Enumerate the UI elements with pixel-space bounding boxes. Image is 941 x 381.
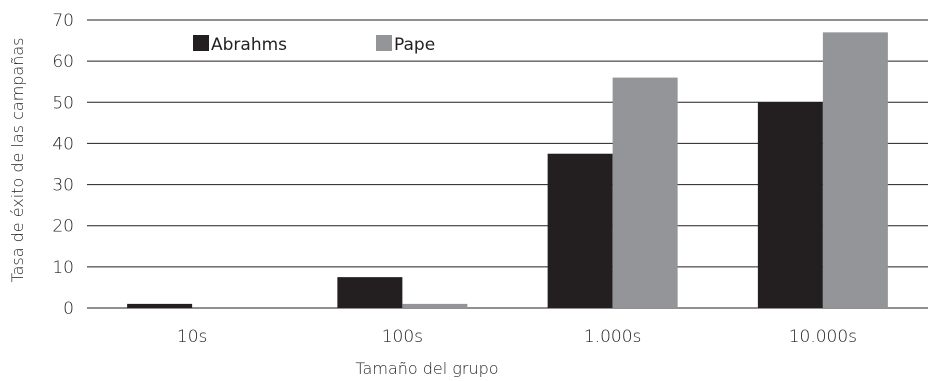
y-tick-label: 40: [52, 134, 74, 154]
y-axis-label: Tasa de éxito de las campañas: [8, 37, 27, 282]
bars: [127, 32, 888, 309]
y-tick-label: 10: [52, 258, 74, 278]
bar-pape: [402, 303, 468, 308]
bar-abrahms: [337, 277, 403, 308]
legend-label-pape: Pape: [394, 35, 435, 55]
legend-swatch-pape: [376, 35, 392, 51]
bar-abrahms: [757, 102, 823, 309]
x-axis-label: Tamaño del grupo: [355, 359, 498, 378]
x-tick-label: 100s: [382, 327, 423, 347]
legend-swatch-abrahms: [193, 35, 209, 51]
legend: Abrahms Pape: [193, 35, 435, 55]
bar-pape: [822, 32, 888, 308]
y-tick-label: 50: [52, 93, 74, 113]
y-tick-label: 60: [52, 52, 74, 72]
bar-pape: [612, 77, 678, 308]
legend-label-abrahms: Abrahms: [211, 35, 287, 55]
y-tick-label: 0: [63, 299, 74, 319]
bar-abrahms: [547, 153, 613, 308]
x-tick-label: 10.000s: [789, 327, 857, 347]
y-tick-label: 70: [52, 11, 74, 31]
x-tick-label: 1.000s: [584, 327, 642, 347]
y-tick-label: 20: [52, 217, 74, 237]
gridlines: [87, 19, 928, 309]
x-tick-labels: 10s 100s 1.000s 10.000s: [177, 327, 857, 347]
y-tick-label: 30: [52, 176, 74, 196]
y-tick-labels: 0 10 20 30 40 50 60 70: [52, 11, 74, 319]
x-tick-label: 10s: [177, 327, 208, 347]
bar-abrahms: [127, 303, 193, 308]
